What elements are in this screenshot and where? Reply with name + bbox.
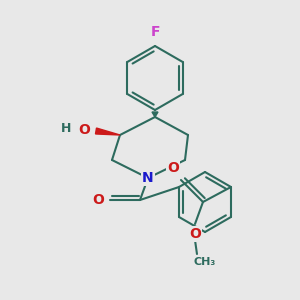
Polygon shape: [152, 112, 158, 117]
Text: O: O: [167, 161, 179, 175]
Text: N: N: [142, 171, 154, 185]
Text: H: H: [61, 122, 71, 136]
Text: O: O: [92, 193, 104, 207]
Text: F: F: [150, 25, 160, 39]
Text: CH₃: CH₃: [194, 257, 216, 267]
Polygon shape: [95, 128, 120, 135]
Text: O: O: [78, 123, 90, 137]
Text: O: O: [189, 227, 201, 241]
